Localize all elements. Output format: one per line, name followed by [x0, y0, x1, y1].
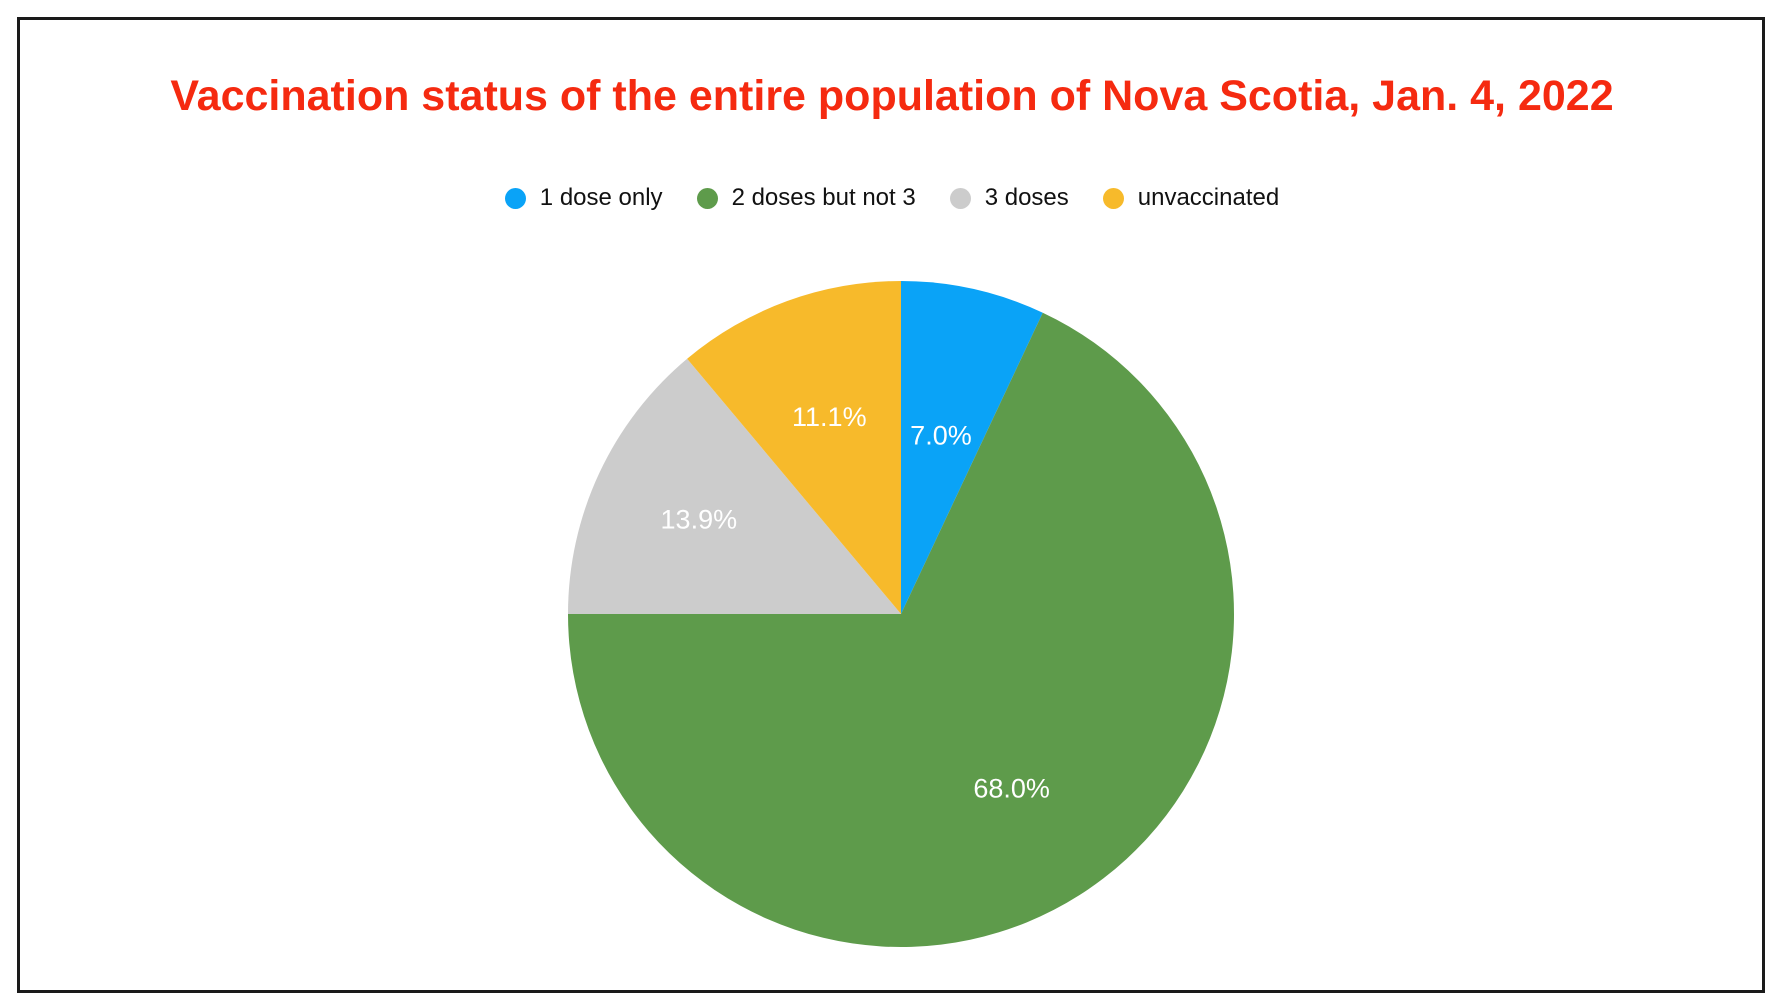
- legend-swatch-1-dose-only: [504, 187, 526, 209]
- legend-item-2-doses: 2 doses but not 3: [696, 184, 916, 212]
- legend-label-2-doses: 2 doses but not 3: [731, 184, 916, 211]
- legend-item-3-doses: 3 doses: [949, 184, 1069, 212]
- data-label-2-doses: 68.0%: [973, 773, 1050, 803]
- pie-slice-3-doses: [568, 358, 901, 614]
- data-label-1-dose-only: 7.0%: [910, 420, 972, 450]
- legend-label-3-doses: 3 doses: [984, 184, 1069, 211]
- legend-swatch-unvaccinated: [1102, 187, 1124, 209]
- legend-label-1-dose-only: 1 dose only: [539, 184, 663, 211]
- legend-swatch-2-doses: [696, 187, 718, 209]
- data-label-unvaccinated: 11.1%: [792, 402, 867, 432]
- legend-item-unvaccinated: unvaccinated: [1102, 184, 1280, 212]
- pie-slice-1-dose-only: [901, 281, 1043, 614]
- data-label-3-doses: 13.9%: [661, 505, 738, 535]
- legend-item-1-dose-only: 1 dose only: [504, 184, 663, 212]
- pie-slice-2-doses: [568, 312, 1234, 947]
- chart-title: Vaccination status of the entire populat…: [170, 72, 1614, 120]
- chart-legend: 1 dose only 2 doses but not 3 3 doses un…: [0, 184, 1784, 212]
- legend-swatch-3-doses: [949, 187, 971, 209]
- legend-label-unvaccinated: unvaccinated: [1137, 184, 1280, 211]
- pie-slice-unvaccinated: [687, 281, 901, 614]
